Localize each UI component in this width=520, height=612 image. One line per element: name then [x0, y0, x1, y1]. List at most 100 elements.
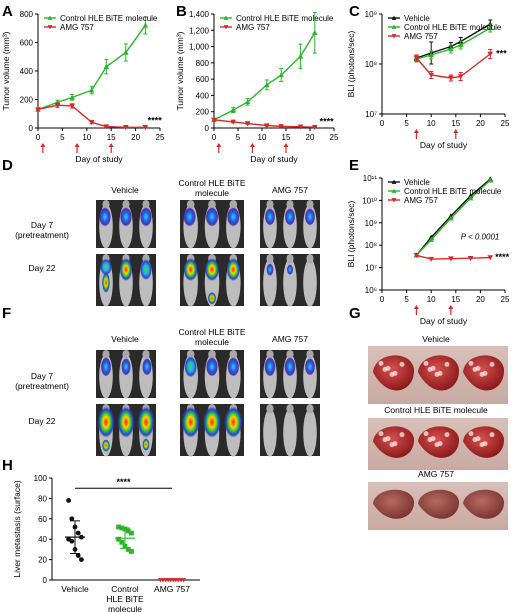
metastasis-nodule	[479, 442, 485, 448]
metastasis-nodule	[489, 432, 495, 438]
chart-c: 0 5 10 15 20 25 10⁷ 10⁸ 10⁹ Day of study BLI (phot…	[346, 10, 510, 150]
y-tick-label: 10⁹	[365, 10, 377, 19]
panel-d-row-day7: Day 7 (pretreatment)	[15, 220, 69, 240]
bli-signal	[142, 358, 152, 376]
data-point	[123, 125, 129, 131]
x-tick-label: 20	[476, 119, 485, 128]
bli-signal	[184, 356, 198, 378]
data-point	[75, 553, 81, 558]
significance-stars: ****	[320, 117, 335, 127]
series-line	[37, 24, 146, 111]
metastasis-nodule	[423, 431, 429, 437]
bli-signal	[183, 258, 198, 282]
p-value-label: P < 0.0001	[461, 233, 500, 242]
data-point	[428, 256, 434, 262]
data-point	[297, 124, 304, 130]
y-tick-label: 1,400	[189, 10, 210, 19]
chart-h: 0 20 40 60 80 100 Liver metastasis (surface) Ve…	[12, 474, 200, 612]
metastasis-nodule	[423, 360, 429, 366]
x-tick-label: 5	[60, 133, 65, 142]
panel-g-label-control: Control HLE BiTE molecule	[384, 405, 488, 415]
mouse-head	[266, 350, 274, 359]
y-tick-label: 600	[20, 39, 34, 48]
data-point	[487, 177, 494, 183]
y-axis-label: Tumor volume (mm³)	[1, 31, 11, 110]
panel-label-b: B	[176, 3, 187, 20]
metastasis-nodule	[427, 366, 433, 372]
data-point	[123, 49, 129, 55]
data-point	[116, 524, 121, 530]
data-point	[35, 107, 41, 113]
mouse-head	[266, 254, 274, 264]
y-tick-label: 800	[196, 59, 210, 68]
bli-signal	[100, 258, 112, 276]
mouse-head	[208, 350, 216, 359]
data-point	[428, 236, 434, 242]
y-tick-label: 10⁶	[365, 286, 377, 295]
legend-marker	[391, 34, 397, 39]
x-axis-label: Day of study	[420, 140, 468, 150]
y-tick-label: 10⁷	[365, 264, 377, 273]
dosing-arrow-head	[453, 129, 459, 133]
data-point	[413, 253, 420, 259]
data-point	[312, 29, 318, 35]
legend-label: AMG 757	[404, 196, 438, 205]
x-axis-label: Day of study	[420, 316, 468, 326]
dosing-arrow-head	[413, 129, 419, 133]
mouse-head	[208, 200, 216, 209]
x-tick-label: 15	[451, 119, 460, 128]
legend-marker	[223, 15, 229, 20]
metastasis-nodule	[389, 371, 395, 377]
chart-a: 0 5 10 15 20 25 0 200 400 600 800 Day of study Tumor…	[1, 10, 165, 164]
data-point	[79, 557, 84, 562]
mouse-head	[142, 350, 150, 359]
data-point	[142, 125, 149, 131]
bli-signal	[137, 406, 155, 438]
data-point	[69, 103, 75, 109]
legend-marker	[391, 188, 397, 193]
y-axis-label: BLI (photons/sec)	[346, 31, 356, 98]
legend-label: Control HLE BiTE molecule	[236, 14, 334, 23]
x-tick-label: 10	[82, 133, 91, 142]
bli-signal	[181, 406, 200, 438]
data-point	[66, 498, 71, 503]
y-tick-label: 10⁸	[365, 60, 377, 69]
series-line	[415, 53, 491, 79]
bli-signal	[205, 207, 219, 227]
panel-label-d: D	[2, 157, 13, 174]
x-tick-label: 15	[282, 133, 291, 142]
data-point	[448, 75, 454, 81]
bli-signal	[266, 263, 274, 276]
data-point	[457, 74, 464, 80]
panel-f-col-control: Control HLE BiTE molecule	[178, 327, 245, 347]
x-axis-label: Day of study	[250, 154, 298, 164]
bli-signal	[117, 406, 135, 438]
panel-d-col-control: Control HLE BiTE molecule	[178, 178, 245, 198]
data-point	[230, 119, 236, 125]
y-axis-label: Tumor volume (mm³)	[175, 31, 185, 110]
metastasis-nodule	[472, 437, 478, 443]
bli-signal	[119, 258, 133, 282]
bli-signal	[206, 357, 218, 377]
dosing-arrow-head	[249, 143, 255, 147]
y-axis-label: BLI (photons/sec)	[346, 201, 356, 268]
series-line	[416, 254, 491, 260]
x-tick-label: 20	[476, 295, 485, 304]
panel-d-col-amg: AMG 757	[272, 185, 308, 195]
mouse-head	[306, 254, 314, 264]
data-point	[69, 94, 75, 100]
bli-signal	[227, 357, 240, 377]
y-tick-label: 0	[29, 124, 34, 133]
mouse-silhouette	[283, 408, 297, 457]
y-tick-label: 1,000	[189, 43, 210, 52]
metastasis-nodule	[399, 432, 405, 438]
bli-signal	[304, 208, 316, 226]
legend-marker	[47, 15, 53, 20]
y-tick-label: 200	[20, 96, 34, 105]
bli-signal	[304, 358, 316, 376]
panel-f-row-day7: Day 7 (pretreatment)	[15, 371, 69, 391]
data-point	[88, 87, 95, 93]
metastasis-nodule	[479, 371, 485, 377]
mouse-head	[102, 200, 110, 209]
panel-d-bli-images: Vehicle Control HLE BiTE molecule AMG 757…	[15, 178, 320, 307]
